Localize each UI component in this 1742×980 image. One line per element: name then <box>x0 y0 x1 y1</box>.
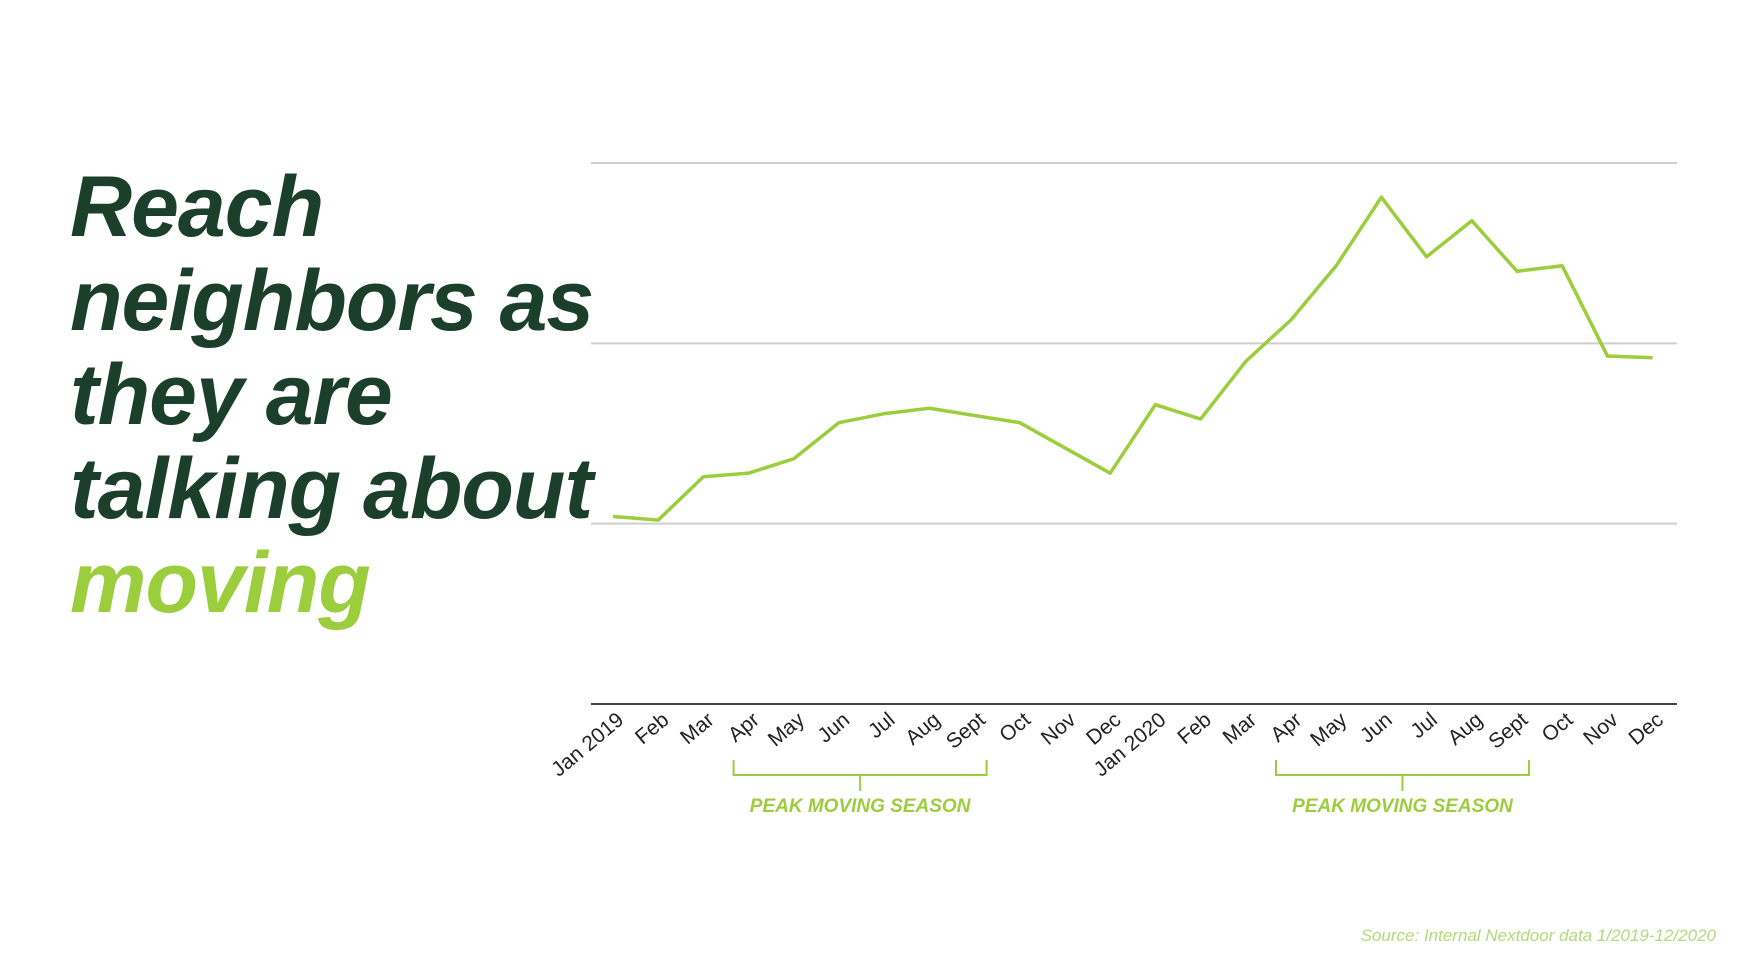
x-tick-label: Apr <box>724 708 764 747</box>
source-note: Source: Internal Nextdoor data 1/2019-12… <box>1361 926 1717 945</box>
x-tick-label: Dec <box>1624 708 1667 750</box>
x-tick-label: Jul <box>864 708 899 743</box>
x-tick-label: Nov <box>1037 708 1081 750</box>
data-line <box>612 195 1653 522</box>
x-tick-label: Oct <box>1538 708 1578 747</box>
x-tick-label: Feb <box>1173 708 1216 749</box>
x-tick-label: Jul <box>1406 708 1441 743</box>
x-tick-label: Mar <box>1219 708 1261 749</box>
headline: Reach neighbors as they are talking abou… <box>70 160 610 630</box>
x-tick-label: Apr <box>1266 708 1306 747</box>
x-tick-label: Sept <box>942 708 990 753</box>
x-tick-label: May <box>764 708 810 751</box>
x-tick-label: Sept <box>1484 708 1532 753</box>
x-tick-label: Aug <box>901 708 944 750</box>
headline-text: Reach neighbors as they are talking abou… <box>70 159 594 537</box>
season-bracket <box>732 760 988 791</box>
season-label: PEAK MOVING SEASON <box>1292 796 1514 817</box>
x-tick-label: Oct <box>995 708 1035 747</box>
x-tick-label: May <box>1306 708 1352 751</box>
season-bracket <box>1275 760 1530 791</box>
x-tick-label: Jun <box>1356 708 1397 747</box>
x-tick-label: Feb <box>631 708 674 749</box>
season-label: PEAK MOVING SEASON <box>750 796 972 817</box>
x-tick-label: Aug <box>1444 708 1487 750</box>
headline-highlight: moving <box>70 535 371 631</box>
x-tick-label: Mar <box>676 708 718 749</box>
x-tick-label: Jan 2019 <box>547 708 628 781</box>
x-tick-label: Nov <box>1579 708 1623 750</box>
x-tick-label: Jun <box>813 708 854 747</box>
